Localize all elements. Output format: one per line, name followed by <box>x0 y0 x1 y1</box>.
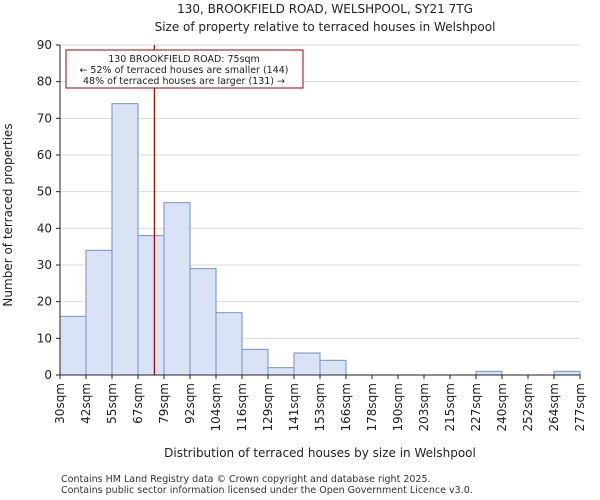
chart-title-line1: 130, BROOKFIELD ROAD, WELSHPOOL, SY21 7T… <box>177 2 473 16</box>
x-tick-label-55sqm: 55sqm <box>105 383 119 424</box>
bar-42sqm <box>85 249 113 376</box>
x-tick-label-79sqm: 79sqm <box>157 383 171 424</box>
y-axis-label: Number of terraced properties <box>1 123 15 306</box>
bar-104sqm <box>215 312 243 376</box>
x-tick-label-153sqm: 153sqm <box>313 383 327 431</box>
footer-attribution-1: Contains HM Land Registry data © Crown c… <box>61 474 431 485</box>
x-tick-label-178sqm: 178sqm <box>365 383 379 431</box>
annotation-line-1: 130 BROOKFIELD ROAD: 75sqm <box>108 54 260 65</box>
x-tick-label-42sqm: 42sqm <box>79 383 93 424</box>
y-tick-label-0: 0 <box>44 368 52 382</box>
y-tick-label-70: 70 <box>37 111 52 125</box>
annotation-line-3: 48% of terraced houses are larger (131) … <box>83 76 285 87</box>
bar-129sqm <box>267 367 295 376</box>
bar-30sqm <box>59 315 87 376</box>
x-tick-label-67sqm: 67sqm <box>131 383 145 424</box>
bar-141sqm <box>293 352 321 376</box>
y-tick-label-50: 50 <box>37 185 52 199</box>
bar-227sqm <box>475 370 503 376</box>
x-tick-label-104sqm: 104sqm <box>209 383 223 431</box>
annotation-box <box>65 49 304 89</box>
annotation-line-2: ← 52% of terraced houses are smaller (14… <box>79 65 288 76</box>
bar-55sqm <box>111 103 139 376</box>
y-tick-label-90: 90 <box>37 38 52 52</box>
x-tick-label-30sqm: 30sqm <box>53 383 67 424</box>
x-tick-label-116sqm: 116sqm <box>235 383 249 431</box>
x-tick-label-92sqm: 92sqm <box>183 383 197 424</box>
x-tick-label-166sqm: 166sqm <box>339 383 353 431</box>
bar-116sqm <box>241 348 269 376</box>
y-tick-label-80: 80 <box>37 75 52 89</box>
x-tick-label-190sqm: 190sqm <box>391 383 405 431</box>
x-tick-label-215sqm: 215sqm <box>443 383 457 431</box>
x-tick-label-264sqm: 264sqm <box>547 383 561 431</box>
x-tick-label-141sqm: 141sqm <box>287 383 301 431</box>
x-tick-label-252sqm: 252sqm <box>521 383 535 431</box>
bar-264sqm <box>553 370 581 376</box>
x-tick-label-129sqm: 129sqm <box>261 383 275 431</box>
marker-annotation: 130 BROOKFIELD ROAD: 75sqm ← 52% of terr… <box>65 49 304 89</box>
x-axis-label: Distribution of terraced houses by size … <box>164 446 476 460</box>
y-tick-label-20: 20 <box>37 295 52 309</box>
chart-title-line2: Size of property relative to terraced ho… <box>155 20 496 34</box>
bar-79sqm <box>163 202 191 376</box>
y-tick-label-40: 40 <box>37 221 52 235</box>
y-tick-label-10: 10 <box>37 331 52 345</box>
bar-153sqm <box>319 359 347 376</box>
bar-92sqm <box>189 268 217 376</box>
y-tick-label-30: 30 <box>37 258 52 272</box>
x-tick-label-203sqm: 203sqm <box>417 383 431 431</box>
bar-67sqm <box>137 235 165 376</box>
x-tick-label-227sqm: 227sqm <box>469 383 483 431</box>
footer-attribution-2: Contains public sector information licen… <box>61 485 473 496</box>
y-tick-label-60: 60 <box>37 148 52 162</box>
x-tick-label-240sqm: 240sqm <box>495 383 509 431</box>
x-tick-label-277sqm: 277sqm <box>573 383 587 431</box>
